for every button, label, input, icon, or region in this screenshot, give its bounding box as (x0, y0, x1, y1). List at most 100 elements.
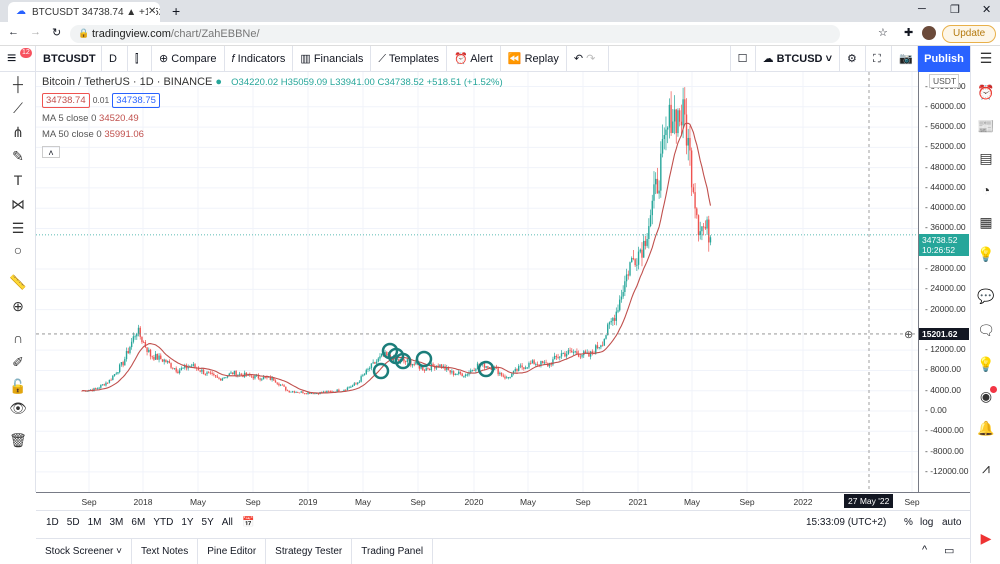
range-3m[interactable]: 3M (109, 517, 124, 528)
price-chart[interactable]: ⊕ (36, 72, 918, 492)
fullscreen-icon[interactable]: ⛶ (866, 46, 892, 72)
candle-body (678, 110, 681, 122)
price-axis[interactable]: - 64000.00- 60000.00- 56000.00- 52000.00… (918, 72, 970, 492)
templates-button[interactable]: ⟋ Templates (371, 46, 448, 72)
reload-icon[interactable]: ↻ (52, 27, 62, 39)
streams-icon[interactable]: 💡 (977, 356, 995, 372)
compare-symbol-button[interactable]: ☁ BTCUSD ˅ (756, 46, 840, 72)
candle-body (403, 359, 405, 362)
lock-drawing-icon[interactable]: ✐ (12, 354, 24, 370)
calendar-icon[interactable]: ◔ (981, 182, 991, 198)
menu-button[interactable]: ≡ 12 (0, 46, 36, 72)
eye-icon[interactable]: 👁 (9, 400, 27, 416)
goto-date-icon[interactable]: 📅 (242, 517, 255, 528)
indicators-button[interactable]: f Indicators (225, 46, 294, 72)
close-tab-icon[interactable]: ✕ (148, 6, 157, 17)
toolbar-spacer (609, 46, 730, 71)
candle-body (298, 392, 301, 394)
alarm-clock-icon[interactable]: ⏰ (977, 84, 995, 100)
back-icon[interactable]: ← (8, 26, 19, 38)
extensions-icon[interactable]: ✚ (904, 27, 914, 39)
hotlist-icon[interactable]: ▤ (979, 150, 993, 166)
prediction-icon[interactable]: ☰ (11, 220, 25, 236)
bell-icon[interactable]: 🔔 (977, 420, 995, 436)
tab-text-notes[interactable]: Text Notes (132, 539, 199, 564)
circle-shape-icon[interactable]: ○ (13, 242, 23, 258)
chevron-up-icon[interactable]: ^ (922, 544, 928, 556)
watchlist-icon[interactable]: ☰ (979, 50, 993, 66)
pattern-icon[interactable]: ⋈ (11, 196, 25, 212)
undo-redo[interactable]: ↶ ↷ (567, 46, 609, 72)
percent-toggle[interactable]: % (904, 517, 913, 528)
candle-body (173, 368, 176, 370)
ruler-icon[interactable]: 📏 (9, 274, 27, 290)
youtube-icon[interactable]: ▶ (980, 530, 992, 546)
data-window-icon[interactable]: ⩘ (982, 460, 990, 476)
new-tab-button[interactable]: + (172, 3, 181, 19)
log-toggle[interactable]: log (920, 517, 934, 528)
range-5d[interactable]: 5D (66, 517, 80, 528)
close-window-icon[interactable]: ✕ (982, 4, 992, 16)
time-tick: May (683, 497, 701, 507)
financials-button[interactable]: ▥ Financials (293, 46, 372, 72)
ideas-icon[interactable]: 💡 (977, 246, 995, 262)
buy-price[interactable]: 34738.75 (112, 93, 160, 108)
maximize-icon[interactable]: ❐ (950, 4, 960, 16)
candle-body (427, 368, 429, 369)
replay-button[interactable]: ⏪ Replay (501, 46, 567, 72)
tab-trading-panel[interactable]: Trading Panel (352, 539, 434, 564)
pitchfork-icon[interactable]: ⋔ (12, 124, 24, 140)
chat-icon[interactable]: 🗨 (977, 322, 995, 338)
layout-icon[interactable]: ☐ (729, 46, 756, 72)
last-price: 34738.52 (922, 235, 958, 246)
candles-icon[interactable]: ⫿ (128, 46, 152, 72)
magnet-icon[interactable]: ∩ (12, 330, 24, 346)
browser-tab[interactable]: ☁ BTCUSDT 34738.74 ▲ +1.52% BTC✕ (8, 2, 160, 22)
range-6m[interactable]: 6M (131, 517, 146, 528)
candle-body (523, 367, 525, 369)
tab-pine-editor[interactable]: Pine Editor (198, 539, 267, 564)
symbol-search[interactable]: BTCUSDT (36, 46, 102, 72)
templates-label: Templates (388, 53, 440, 65)
chats-icon[interactable]: 💬 (977, 288, 995, 304)
compare-button[interactable]: ⊕ Compare (152, 46, 225, 72)
range-5y[interactable]: 5Y (201, 517, 214, 528)
range-1m[interactable]: 1M (87, 517, 102, 528)
sell-price[interactable]: 34738.74 (42, 93, 90, 108)
candle-body (673, 109, 676, 122)
range-1d[interactable]: 1D (46, 517, 59, 528)
calendar-grid-icon[interactable]: ▦ (979, 214, 993, 230)
forward-icon[interactable]: → (30, 26, 41, 38)
tab-strategy-tester[interactable]: Strategy Tester (266, 539, 353, 564)
interval-button[interactable]: D (102, 46, 128, 72)
maximize-panel-icon[interactable]: ▭ (944, 545, 955, 557)
brush-icon[interactable]: ✎ (12, 148, 24, 164)
undo-icon[interactable]: ↶ (573, 53, 584, 65)
avatar[interactable] (922, 26, 936, 40)
candle-body (466, 374, 469, 376)
publish-button[interactable]: Publish (918, 46, 970, 72)
update-button[interactable]: Update (942, 25, 996, 43)
tab-stock-screener[interactable]: Stock Screener ˅ (36, 539, 132, 564)
settings-icon[interactable]: ⚙ (840, 46, 866, 72)
trend-line-icon[interactable]: ⟋ (13, 100, 23, 116)
url-input[interactable]: 🔒 tradingview.com/chart/ZahEBBNe/ (70, 25, 840, 43)
time-axis[interactable]: Sep 2018 May Sep 2019 May Sep 2020 May Sep 2021 May… (36, 492, 970, 510)
range-ytd[interactable]: YTD (153, 517, 174, 528)
lock-icon[interactable]: 🔓 (9, 378, 27, 394)
camera-icon[interactable]: 📷 (892, 46, 918, 72)
collapse-legend-button[interactable]: ˄ (42, 146, 60, 158)
broadcast-icon[interactable]: ◉ (976, 386, 997, 408)
news-icon[interactable]: 📰 (977, 118, 995, 134)
redo-icon[interactable]: ↷ (586, 53, 596, 65)
text-icon[interactable]: T (13, 172, 23, 188)
minimize-icon[interactable]: ─ (918, 3, 926, 15)
auto-toggle[interactable]: auto (942, 517, 962, 528)
range-all[interactable]: All (221, 517, 233, 528)
star-icon[interactable]: ☆ (878, 27, 888, 39)
zoom-in-icon[interactable]: ⊕ (12, 298, 24, 314)
crosshair-icon[interactable]: ┼ (13, 76, 23, 92)
alert-button[interactable]: ⏰ Alert (447, 46, 501, 72)
range-1y[interactable]: 1Y (181, 517, 194, 528)
trash-icon[interactable]: 🗑 (9, 432, 27, 448)
